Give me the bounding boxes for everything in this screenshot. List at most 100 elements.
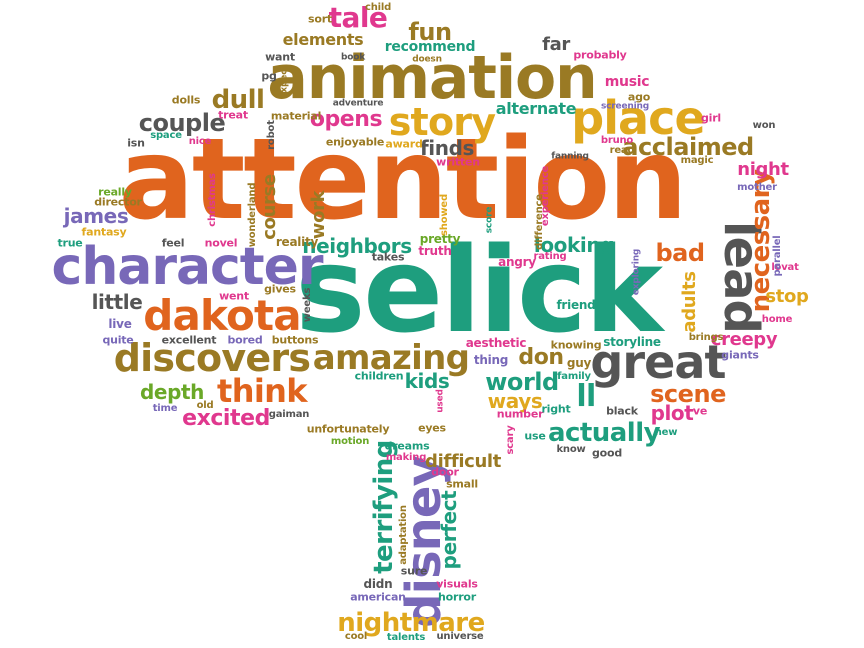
- cloud-word-dull: dull: [211, 85, 265, 115]
- cloud-word-award: award: [385, 137, 423, 151]
- cloud-word-finds: finds: [419, 136, 475, 160]
- cloud-word-truth: truth: [418, 244, 452, 258]
- cloud-word-angry: angry: [498, 255, 536, 269]
- cloud-word-rating: rating: [533, 251, 567, 262]
- cloud-word-fanning: fanning: [551, 151, 589, 162]
- cloud-word-friend: friend: [556, 298, 596, 312]
- cloud-word-parallel: parallel: [772, 235, 783, 277]
- cloud-word-world: world: [485, 368, 559, 396]
- cloud-word-talents: talents: [386, 632, 426, 643]
- cloud-word-nightmare: nightmare: [337, 608, 485, 638]
- cloud-word-neighbors: neighbors: [302, 234, 412, 258]
- cloud-word-reality: reality: [275, 235, 319, 249]
- cloud-word-think: think: [217, 372, 308, 410]
- cloud-word-actually: actually: [547, 418, 661, 448]
- cloud-word-family: family: [557, 371, 591, 382]
- cloud-word-discovers: discovers: [113, 336, 311, 380]
- cloud-word-black: black: [606, 404, 638, 418]
- cloud-word-course: course: [259, 174, 280, 240]
- cloud-word-quite: quite: [102, 333, 134, 347]
- cloud-word-music: music: [604, 74, 650, 90]
- cloud-word-character: character: [51, 237, 324, 297]
- cloud-word-great: great: [590, 335, 726, 389]
- cloud-word-old: old: [196, 400, 214, 411]
- cloud-word-takes: takes: [371, 250, 405, 264]
- cloud-word-went: went: [219, 289, 249, 303]
- cloud-word-child: child: [364, 2, 392, 13]
- cloud-word-guy: guy: [566, 356, 592, 370]
- cloud-word-tale: tale: [328, 1, 388, 34]
- cloud-word-screening: screening: [600, 101, 650, 112]
- cloud-word-dreams: dreams: [384, 439, 430, 453]
- cloud-word-score: score: [484, 206, 495, 234]
- cloud-word-dakota: dakota: [143, 291, 301, 340]
- cloud-word-isn: isn: [127, 136, 145, 150]
- cloud-word-magic: magic: [680, 155, 714, 166]
- cloud-word-book: book: [340, 52, 366, 63]
- cloud-word-pretty: pretty: [419, 232, 461, 246]
- cloud-word-alternate: alternate: [495, 99, 577, 118]
- cloud-word-plot: plot: [650, 401, 694, 425]
- cloud-word-universe: universe: [436, 631, 484, 642]
- cloud-word-visuals: visuals: [436, 577, 478, 591]
- cloud-word-gaiman: gaiman: [268, 409, 310, 420]
- cloud-word-door: door: [431, 465, 459, 479]
- cloud-word-didn: didn: [363, 577, 393, 591]
- cloud-word-exploring: exploring: [631, 248, 642, 296]
- cloud-word-dolls: dolls: [171, 93, 201, 107]
- cloud-word-right: right: [541, 402, 571, 416]
- cloud-word-weeks: weeks: [302, 287, 313, 323]
- cloud-word-looking: looking: [533, 233, 615, 257]
- cloud-word-enjoyable: enjoyable: [325, 135, 385, 149]
- cloud-word-knowing: knowing: [550, 338, 602, 352]
- cloud-word-robot: robot: [266, 120, 277, 150]
- cloud-word-aesthetic: aesthetic: [465, 336, 527, 350]
- cloud-word-unfortunately: unfortunately: [306, 422, 390, 436]
- cloud-word-expect: expect: [279, 65, 290, 99]
- cloud-word-american: american: [350, 590, 406, 604]
- cloud-word-children: children: [354, 369, 404, 383]
- cloud-word-sure: sure: [400, 564, 428, 578]
- cloud-word-attention: attention: [118, 115, 688, 245]
- cloud-word-excited: excited: [182, 406, 270, 431]
- cloud-word-written: written: [436, 155, 480, 169]
- cloud-word-amazing: amazing: [312, 338, 470, 378]
- cloud-word-use: use: [524, 429, 546, 443]
- cloud-word-james: james: [63, 204, 129, 228]
- cloud-word-adaptation: adaptation: [398, 505, 409, 565]
- cloud-word-place: place: [571, 91, 706, 145]
- cloud-word-christmas: christmas: [207, 173, 218, 227]
- cloud-word-difficult: difficult: [425, 451, 501, 472]
- cloud-word-eyes: eyes: [418, 421, 446, 435]
- cloud-word-good: good: [592, 446, 622, 460]
- cloud-word-motion: motion: [330, 436, 370, 447]
- cloud-word-novel: novel: [204, 236, 238, 250]
- cloud-word-work: work: [308, 190, 329, 240]
- cloud-word-selick: selick: [295, 221, 663, 359]
- cloud-word-brings: brings: [688, 332, 724, 343]
- cloud-word-ll: ll: [576, 379, 596, 414]
- cloud-word-small: small: [446, 477, 478, 491]
- cloud-word-little: little: [91, 290, 143, 314]
- cloud-word-bruno: bruno: [600, 135, 634, 146]
- cloud-word-perfect: perfect: [437, 490, 461, 570]
- cloud-word-know: know: [556, 444, 586, 455]
- cloud-word-doesn: doesn: [412, 54, 442, 65]
- cloud-word-ways: ways: [487, 389, 543, 413]
- cloud-word-new: new: [654, 427, 678, 438]
- cloud-word-gives: gives: [264, 282, 296, 296]
- cloud-word-wonderland: wonderland: [247, 182, 258, 248]
- cloud-word-treat: treat: [218, 108, 248, 122]
- cloud-word-space: space: [150, 130, 182, 141]
- cloud-word-horror: horror: [438, 590, 476, 604]
- cloud-word-used: used: [435, 389, 446, 413]
- cloud-word-adventure: adventure: [332, 98, 384, 109]
- cloud-word-animation: animation: [267, 43, 597, 113]
- cloud-word-creepy: creepy: [710, 329, 778, 350]
- cloud-word-buttons: buttons: [271, 333, 319, 347]
- cloud-word-probably: probably: [573, 48, 627, 62]
- cloud-word-home: home: [761, 314, 793, 325]
- cloud-word-ago: ago: [627, 90, 651, 104]
- cloud-word-number: number: [496, 407, 544, 421]
- cloud-word-read: read: [609, 145, 635, 156]
